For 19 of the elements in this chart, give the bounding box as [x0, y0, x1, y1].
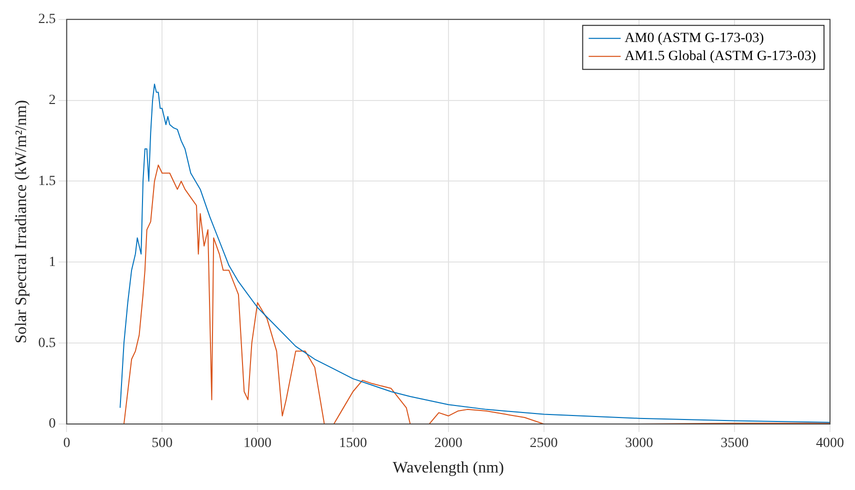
x-tick-label: 2500 [530, 436, 558, 452]
y-axis-title: Solar Spectral Irradiance (kW/m²/nm) [12, 100, 30, 344]
x-tick-label: 4000 [816, 436, 844, 452]
x-tick-label: 3000 [625, 436, 654, 452]
y-tick-label: 1.5 [38, 174, 56, 189]
legend-label: AM1.5 Global (ASTM G-173-03) [624, 49, 816, 64]
x-tick-label: 0 [63, 436, 70, 452]
x-tick-label: 1500 [338, 436, 367, 452]
y-tick-label: 0.5 [38, 336, 56, 351]
x-axis-title: Wavelength (nm) [392, 460, 504, 477]
y-tick-label: 2 [48, 92, 56, 108]
x-tick-label: 2000 [434, 436, 462, 452]
x-tick-label: 3500 [720, 436, 749, 452]
y-tick-label: 0 [48, 416, 56, 432]
y-tick-label: 1 [48, 254, 56, 270]
y-tick-label: 2.5 [38, 12, 56, 28]
x-tick-label: 1000 [244, 436, 272, 452]
x-tick-label: 500 [152, 436, 173, 452]
legend-label: AM0 (ASTM G-173-03) [624, 31, 764, 46]
